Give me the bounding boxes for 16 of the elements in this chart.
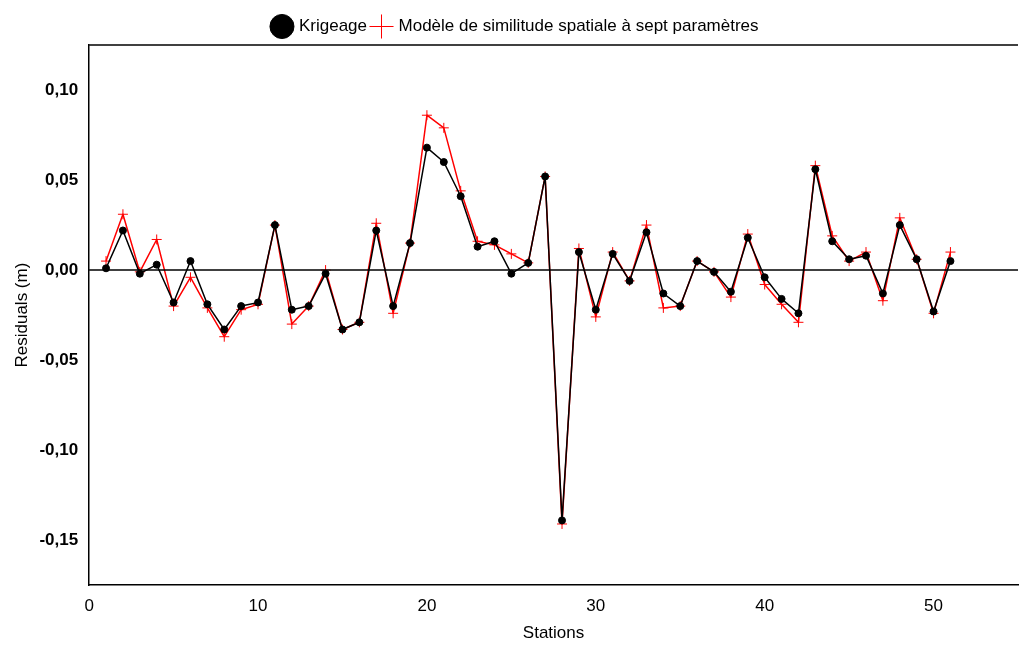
- x-tick-label: 20: [417, 596, 437, 616]
- y-tick-label: -0,10: [39, 439, 79, 459]
- x-tick-label: 10: [248, 596, 268, 616]
- y-tick-label: 0,05: [45, 169, 79, 189]
- y-axis-title: Residuals (m): [11, 262, 31, 368]
- y-tick-label: 0,10: [45, 79, 79, 99]
- x-tick-label: 40: [755, 596, 775, 616]
- y-tick-label: -0,05: [39, 349, 79, 369]
- legend-label: Modèle de similitude spatiale à sept paramètres: [398, 16, 759, 36]
- legend-label: Krigeage: [298, 16, 368, 36]
- x-tick-label: 0: [84, 596, 94, 616]
- x-axis-title: Stations: [522, 623, 585, 643]
- y-tick-label: 0,00: [45, 259, 79, 279]
- x-tick-label: 50: [924, 596, 944, 616]
- y-tick-label: -0,15: [39, 529, 79, 549]
- x-tick-label: 30: [586, 596, 606, 616]
